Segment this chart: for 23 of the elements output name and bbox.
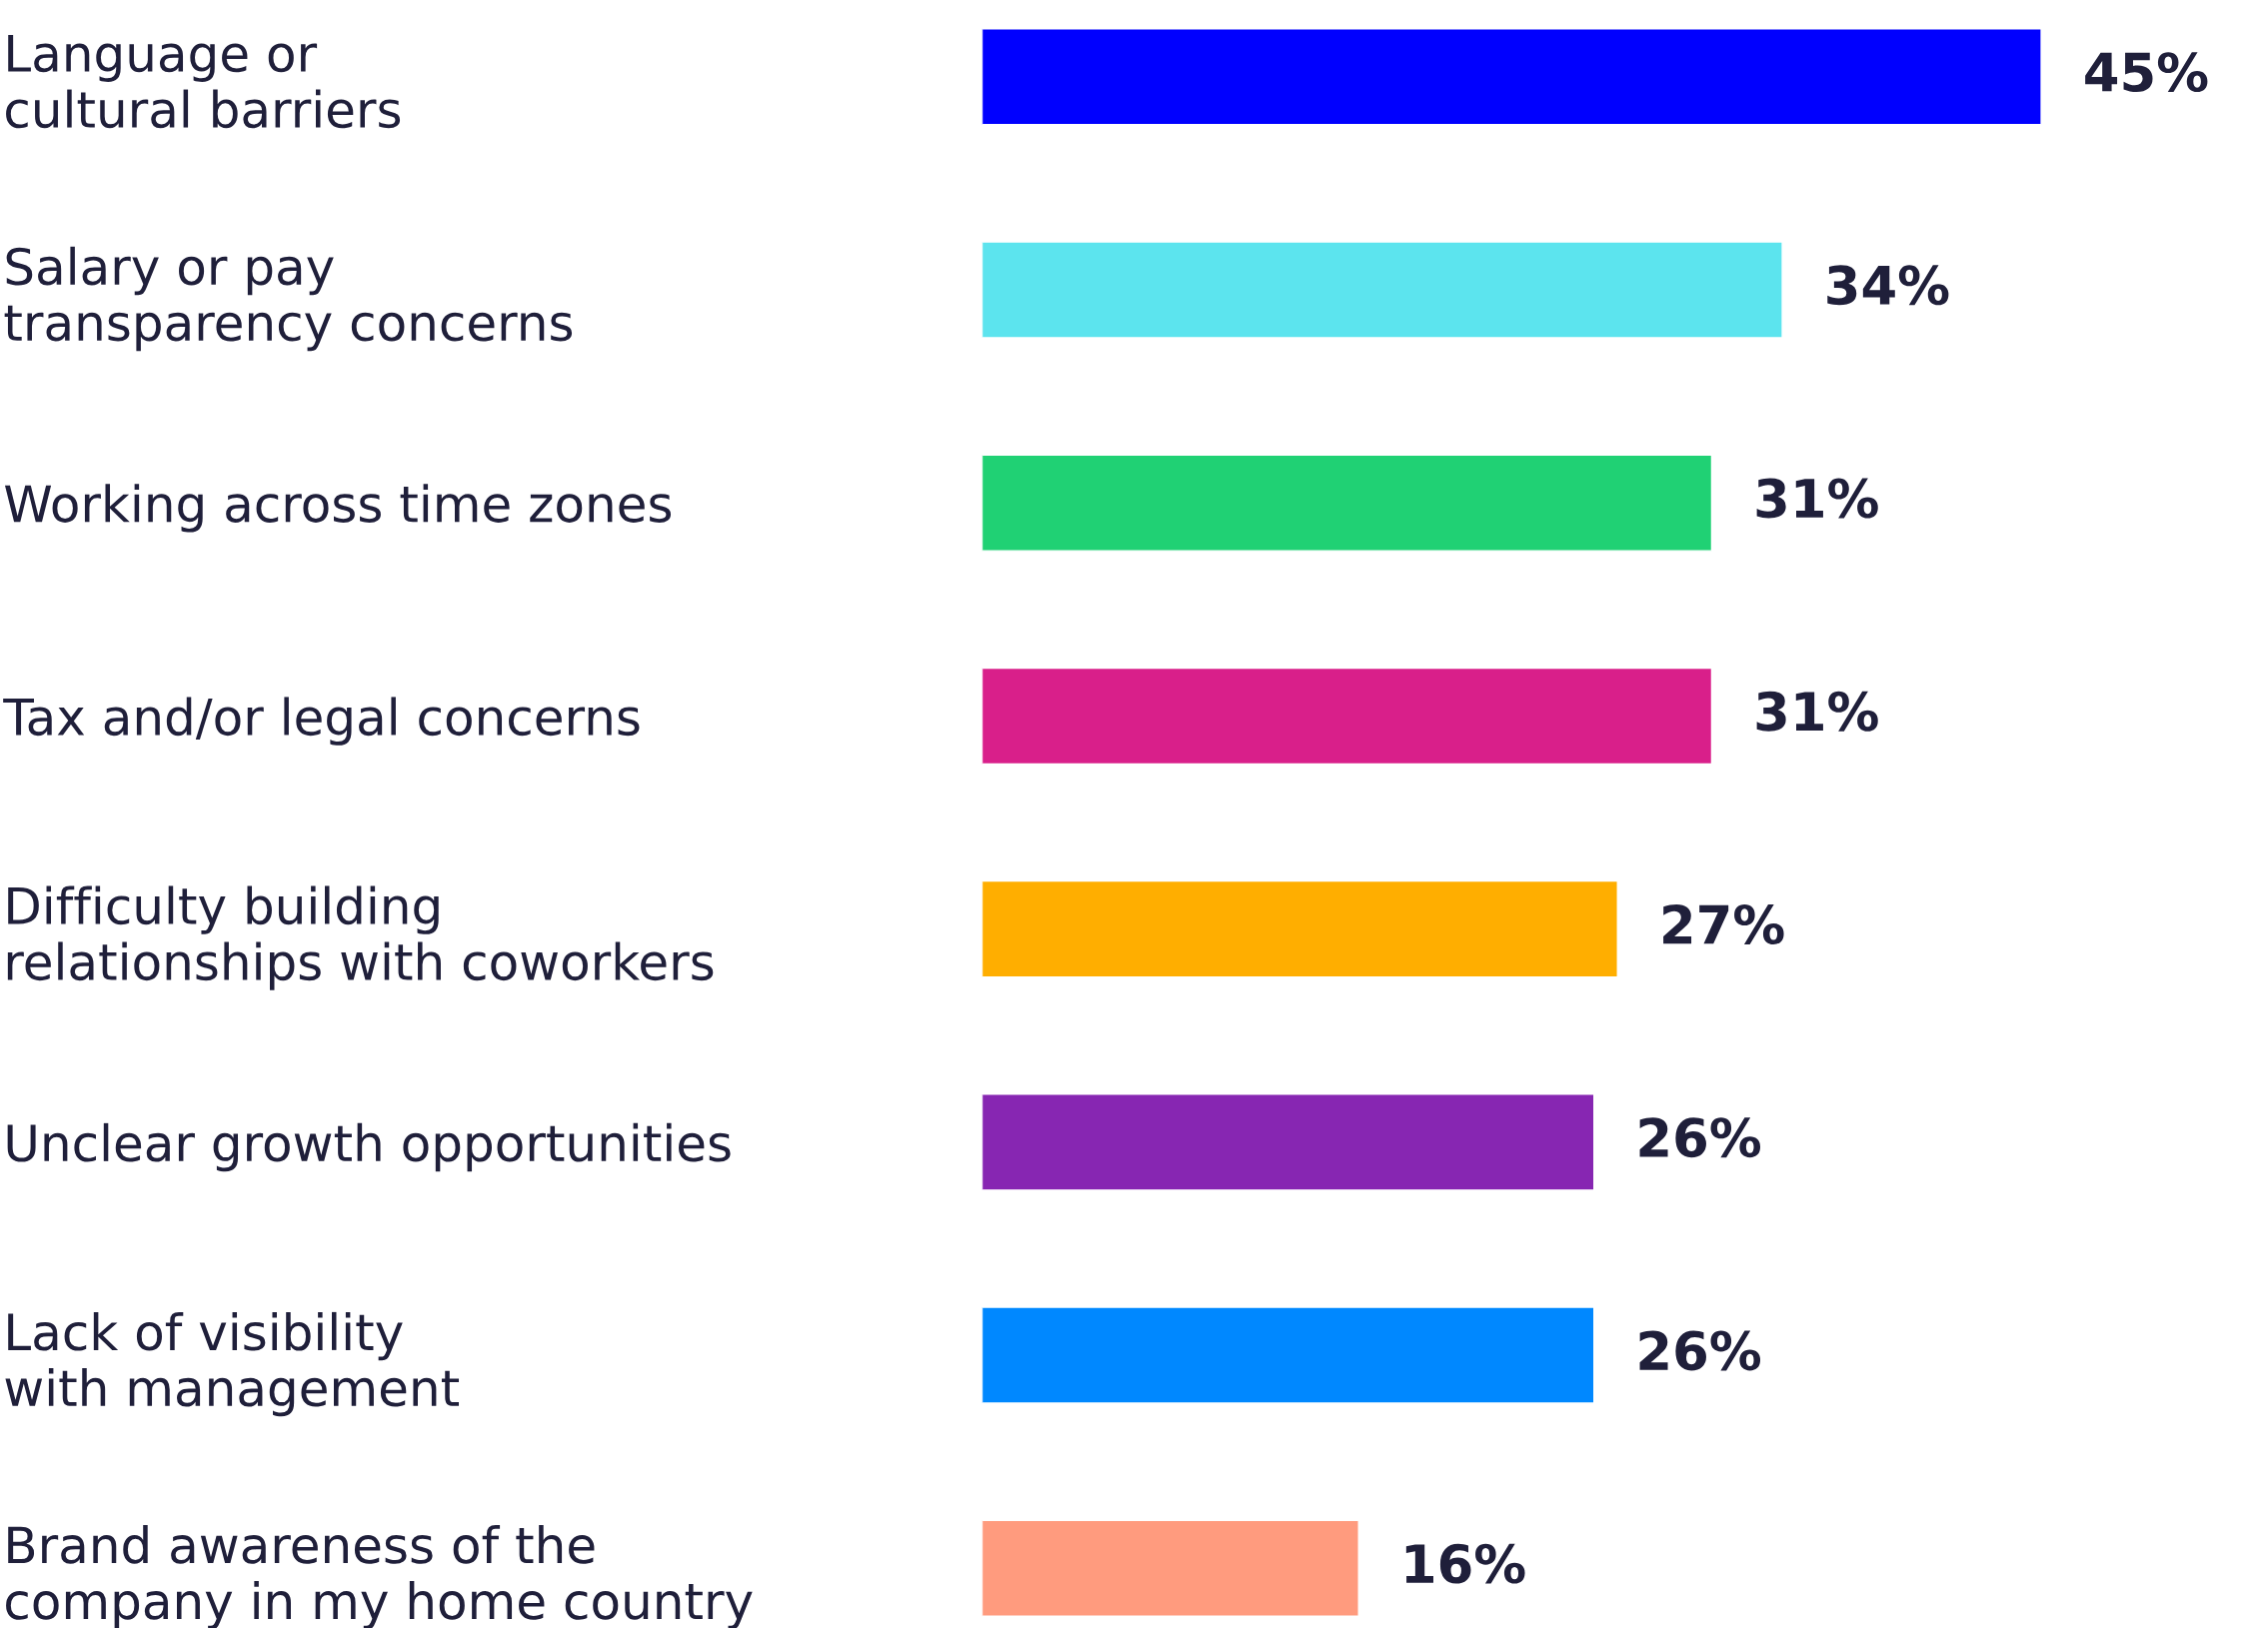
bar: [982, 28, 2042, 126]
data-label: 26%: [1639, 1330, 1761, 1371]
y-tick-label: Salary or pay transparency concerns: [4, 246, 573, 352]
data-label: 27%: [1663, 904, 1784, 944]
bar: [982, 667, 1713, 766]
data-label: 45%: [2085, 52, 2208, 93]
y-tick-label: Working across time zones: [4, 484, 672, 533]
data-label: 31%: [1756, 691, 1878, 732]
data-label: 34%: [1827, 265, 1949, 306]
y-tick-label: Tax and/or legal concerns: [3, 697, 640, 746]
bar: [982, 1306, 1595, 1404]
y-tick-label: Difficulty building relationships with coworkers: [7, 885, 714, 990]
y-tick-label: Language or cultural barriers: [6, 35, 401, 129]
data-label: 16%: [1405, 1543, 1525, 1584]
bar: [982, 454, 1713, 552]
bar: [982, 1093, 1595, 1191]
bar: [982, 1519, 1359, 1617]
bar: [982, 879, 1618, 978]
y-tick-label: Unclear growth opportunities: [7, 1122, 731, 1172]
data-label: 26%: [1639, 1117, 1761, 1158]
bar: [982, 241, 1783, 339]
data-label: 31%: [1756, 478, 1878, 519]
y-tick-label: Lack of visibility with management: [5, 1311, 460, 1417]
